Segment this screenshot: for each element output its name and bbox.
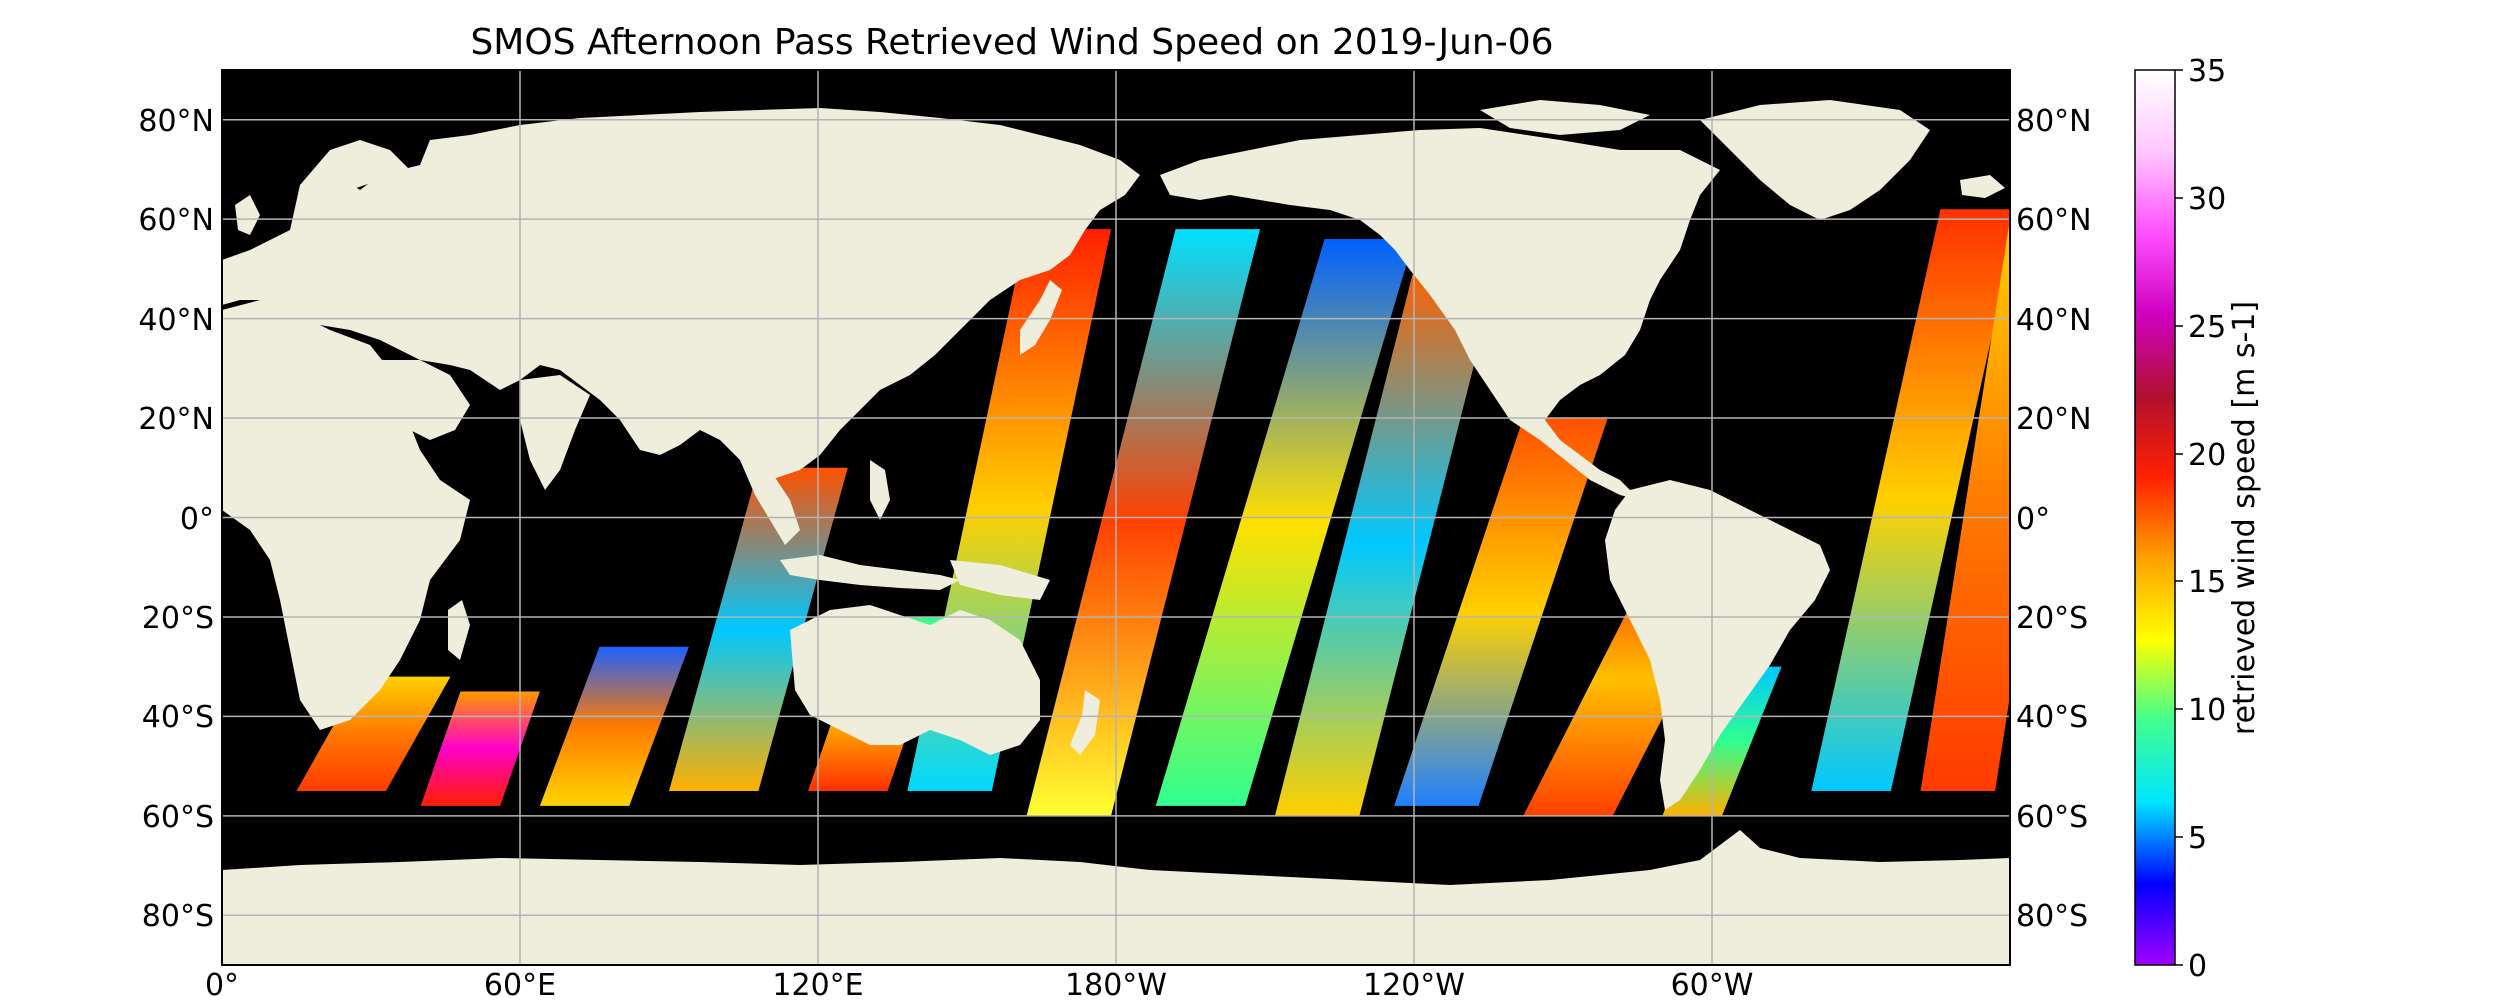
lon-label-60w: 60°W bbox=[1671, 968, 1754, 1000]
japan bbox=[1020, 280, 1062, 355]
lat-label-40n-left: 40°N bbox=[138, 303, 214, 338]
new-zealand bbox=[1070, 690, 1100, 755]
colorbar-tick-15: 15 bbox=[2188, 565, 2226, 600]
wind-swath bbox=[296, 676, 451, 791]
lat-label-60n-right: 60°N bbox=[2016, 203, 2092, 238]
colorbar-tick-0: 0 bbox=[2188, 949, 2207, 984]
colorbar: 0 5 10 15 20 25 30 35 retrieved wind spe… bbox=[2134, 54, 2262, 984]
lat-label-20n-left: 20°N bbox=[138, 402, 214, 437]
iceland bbox=[1960, 175, 2005, 198]
lon-label-120e: 120°E bbox=[772, 968, 863, 1000]
wind-swath bbox=[1920, 219, 2010, 791]
indian-subcontinent bbox=[520, 375, 590, 490]
lat-label-60n-left: 60°N bbox=[138, 203, 214, 238]
wind-swaths bbox=[296, 209, 2010, 816]
colorbar-tick-25: 25 bbox=[2188, 310, 2226, 345]
wind-swath bbox=[1026, 229, 1261, 816]
colorbar-label: retrieved wind speed [m s-1] bbox=[2227, 301, 2262, 735]
europe-scandinavia bbox=[300, 140, 410, 190]
lat-label-80s-left: 80°S bbox=[142, 899, 214, 934]
wind-swath bbox=[1155, 239, 1414, 806]
wind-swath bbox=[1394, 418, 1608, 806]
south-america-landmass bbox=[1605, 480, 1830, 810]
lon-labels: 0° 60°E 120°E 180°W 120°W 60°W bbox=[205, 968, 1753, 1000]
lat-label-0-left: 0° bbox=[180, 502, 214, 537]
colorbar-tick-35: 35 bbox=[2188, 54, 2226, 89]
colorbar-tick-30: 30 bbox=[2188, 182, 2226, 217]
arctic-islands bbox=[1480, 100, 1650, 135]
wind-swath bbox=[1274, 268, 1499, 816]
lon-label-120w: 120°W bbox=[1363, 968, 1465, 1000]
africa-landmass bbox=[222, 300, 470, 730]
lat-label-80s-right: 80°S bbox=[2016, 899, 2088, 934]
gridlines bbox=[222, 70, 2010, 965]
lat-labels-left: 80°N 60°N 40°N 20°N 0° 20°S 40°S 60°S 80… bbox=[138, 104, 214, 934]
colorbar-ticks bbox=[2175, 69, 2183, 966]
wind-swath bbox=[420, 691, 540, 806]
lat-label-60s-right: 60°S bbox=[2016, 800, 2088, 835]
lat-label-80n-right: 80°N bbox=[2016, 104, 2092, 139]
greenland bbox=[1700, 100, 1930, 220]
colorbar-tick-20: 20 bbox=[2188, 438, 2226, 473]
philippines bbox=[870, 460, 890, 520]
colorbar-tick-5: 5 bbox=[2188, 821, 2207, 856]
lat-label-40n-right: 40°N bbox=[2016, 303, 2092, 338]
lat-label-80n-left: 80°N bbox=[138, 104, 214, 139]
lat-label-40s-right: 40°S bbox=[2016, 700, 2088, 735]
lat-label-40s-left: 40°S bbox=[142, 700, 214, 735]
lat-label-0-right: 0° bbox=[2016, 502, 2050, 537]
lat-label-20s-right: 20°S bbox=[2016, 601, 2088, 636]
map-title: SMOS Afternoon Pass Retrieved Wind Speed… bbox=[470, 22, 1554, 63]
new-guinea bbox=[950, 560, 1050, 600]
southeast-asia bbox=[740, 460, 800, 545]
map-border bbox=[221, 69, 2011, 966]
lon-label-60e: 60°E bbox=[484, 968, 556, 1000]
australia-landmass bbox=[790, 605, 1040, 755]
wind-swath bbox=[539, 646, 689, 806]
arabian-peninsula bbox=[380, 360, 470, 440]
madagascar bbox=[448, 600, 470, 660]
lat-label-60s-left: 60°S bbox=[142, 800, 214, 835]
lat-label-20s-left: 20°S bbox=[142, 601, 214, 636]
wind-swath bbox=[669, 467, 848, 791]
north-america-landmass bbox=[1160, 128, 1720, 500]
lat-label-20n-right: 20°N bbox=[2016, 402, 2092, 437]
eurasia-landmass bbox=[222, 108, 1140, 480]
indonesia-islands bbox=[780, 555, 960, 590]
colorbar-tick-10: 10 bbox=[2188, 693, 2226, 728]
lon-label-0: 0° bbox=[205, 968, 239, 1000]
british-isles bbox=[235, 195, 260, 235]
wind-swath bbox=[1811, 209, 2010, 791]
lon-label-180w: 180°W bbox=[1065, 968, 1167, 1000]
colorbar-gradient bbox=[2134, 69, 2176, 966]
lat-labels-right: 80°N 60°N 40°N 20°N 0° 20°S 40°S 60°S 80… bbox=[2016, 104, 2092, 934]
